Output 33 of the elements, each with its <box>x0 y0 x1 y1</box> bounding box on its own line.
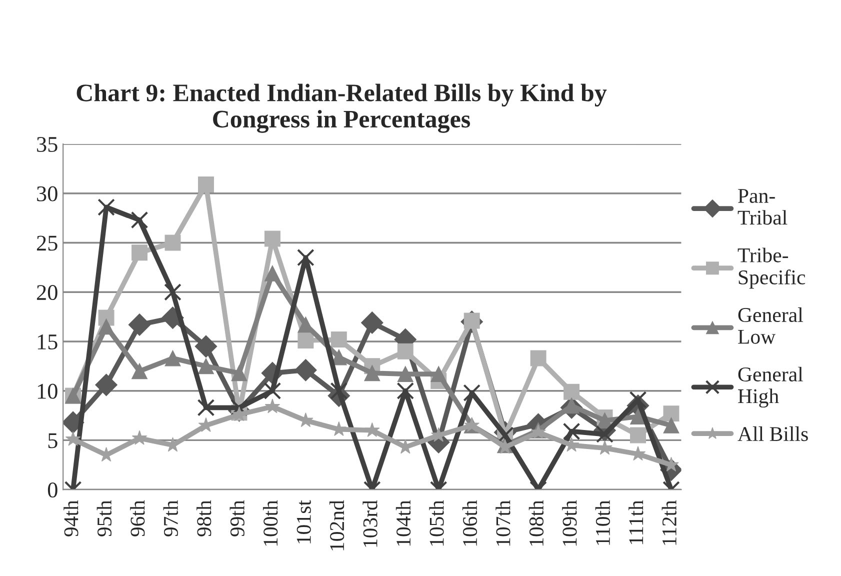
x-tick-label: 106th <box>462 500 478 546</box>
y-tick-label: 0 <box>48 482 58 498</box>
legend-label: All Bills <box>738 426 808 442</box>
chart-title: Chart 9: Enacted Indian-Related Bills by Kind by Congress in Percentages <box>76 84 607 133</box>
x-tick-label: 112th <box>662 500 676 545</box>
x-tick-label: 105th <box>429 500 444 546</box>
legend-label: General Low <box>738 307 803 344</box>
y-tick-label: 25 <box>36 236 58 251</box>
x-tick-label: 109th <box>562 500 577 546</box>
x-tick-label: 98th <box>196 500 212 536</box>
legend-label: Tribe- Specific <box>738 248 806 289</box>
x-tick-label: 100th <box>262 500 278 546</box>
x-tick-label: 99th <box>230 500 244 536</box>
x-tick-label: 94th <box>64 500 78 536</box>
x-tick-label: 103rd <box>362 500 378 547</box>
x-tick-label: 96th <box>130 500 145 536</box>
y-tick-label: 5 <box>48 433 58 448</box>
x-tick-label: 95th <box>96 500 112 536</box>
x-tick-label: 107th <box>496 500 510 546</box>
x-tick-label: 104th <box>396 500 411 546</box>
y-tick-label: 30 <box>37 186 58 202</box>
x-tick-label: 111th <box>628 500 644 544</box>
x-tick-label: 110th <box>595 500 610 545</box>
legend-label: Pan- Tribal <box>738 189 788 225</box>
x-tick-label: 108th <box>528 500 544 546</box>
x-tick-label: 97th <box>163 500 178 536</box>
y-tick-label: 15 <box>38 334 58 350</box>
legend-label: General High <box>738 366 803 408</box>
x-tick-label: 102nd <box>329 500 344 550</box>
y-tick-label: 10 <box>38 384 58 399</box>
y-tick-label: 20 <box>36 285 58 300</box>
y-tick-label: 35 <box>37 136 58 152</box>
x-tick-label: 101st <box>296 500 311 544</box>
